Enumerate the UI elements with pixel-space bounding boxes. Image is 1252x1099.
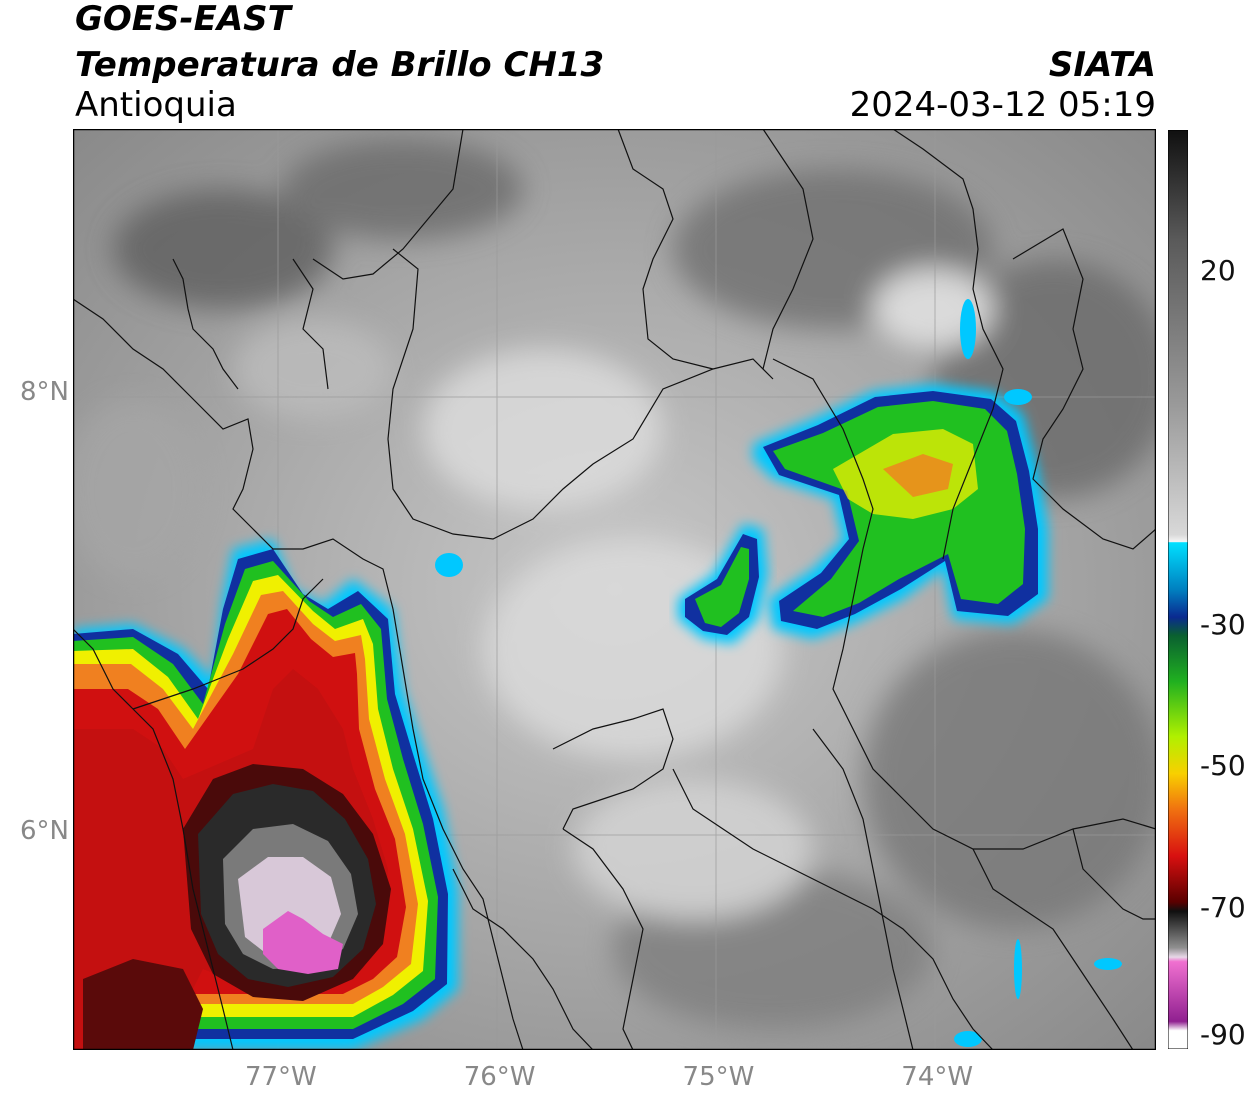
scattered-cells xyxy=(435,299,1122,1047)
colorbar-tick-label: -50 xyxy=(1200,749,1246,783)
title-product: Temperatura de Brillo CH13 xyxy=(75,45,605,85)
boundaries xyxy=(73,129,1156,1050)
x-tick-label: 76°W xyxy=(463,1062,536,1092)
colorbar-tick-label: -70 xyxy=(1200,890,1246,924)
cloud-texture xyxy=(73,139,1156,1029)
colorbar-tick-label: -30 xyxy=(1200,607,1246,641)
title-region: Antioquia xyxy=(75,85,237,125)
title-satellite: GOES-EAST xyxy=(75,0,291,39)
x-tick-label: 77°W xyxy=(244,1062,317,1092)
storm-northeast xyxy=(678,384,1048,644)
y-tick-label: 6°N xyxy=(20,815,69,846)
y-tick-label: 8°N xyxy=(20,377,69,408)
organization-label: SIATA xyxy=(1048,45,1156,85)
x-tick-label: 75°W xyxy=(682,1062,755,1092)
colorbar xyxy=(1168,130,1188,1049)
colorbar-tick-label: -90 xyxy=(1200,1018,1246,1051)
x-tick-label: 74°W xyxy=(901,1062,974,1092)
storm-southwest xyxy=(73,539,458,1050)
colorbar-tick-label: 20 xyxy=(1200,254,1236,288)
timestamp-label: 2024-03-12 05:19 xyxy=(849,85,1156,125)
satellite-map xyxy=(73,129,1156,1050)
